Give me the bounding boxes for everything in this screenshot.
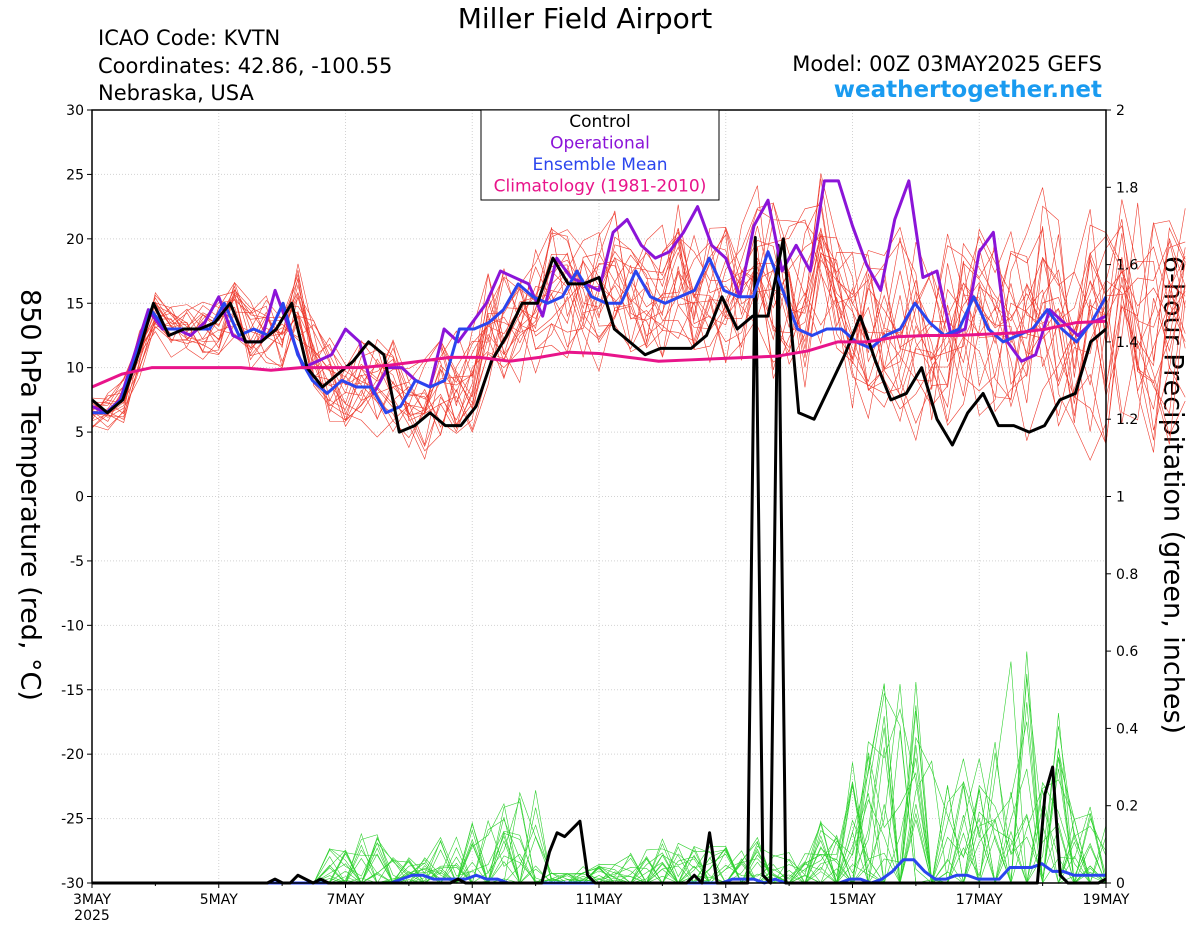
x-tick-label: 3MAY	[73, 892, 111, 908]
model-run: Model: 00Z 03MAY2025 GEFS	[792, 52, 1102, 76]
y-tick-label-left: -5	[70, 554, 84, 570]
y-tick-label-left: -30	[61, 876, 84, 892]
x-tick-label: 15MAY	[829, 892, 876, 908]
x-tick-label: 11MAY	[576, 892, 623, 908]
grid-lines	[91, 109, 1107, 884]
y-tick-label-left: 0	[75, 490, 84, 506]
y-tick-label-right: 1.4	[1116, 335, 1138, 351]
region: Nebraska, USA	[98, 81, 254, 105]
member-temperature-line	[91, 212, 1186, 428]
legend-entry-0: Control	[569, 112, 630, 132]
axes: -30-25-20-15-10-505101520253000.20.40.60…	[61, 103, 1138, 924]
temperature-ensemble-mean-line	[92, 250, 1108, 415]
temperature-control-line	[91, 237, 1107, 447]
legend-entry-2: Ensemble Mean	[532, 155, 667, 175]
y-tick-label-right: 1.8	[1116, 180, 1138, 196]
y-tick-label-right: 0.4	[1116, 721, 1138, 737]
y-tick-label-left: -10	[61, 618, 84, 634]
ensemble-member-temperature-lines	[91, 173, 1186, 461]
member-precip-line	[92, 661, 1107, 884]
y-tick-label-left: -25	[61, 812, 84, 828]
y-tick-label-left: 20	[66, 232, 84, 248]
x-tick-label: 9MAY	[453, 892, 491, 908]
member-temperature-line	[91, 202, 1186, 442]
y-tick-label-left: -15	[61, 683, 84, 699]
member-precip-line	[92, 678, 1106, 885]
y-tick-label-right: 1.2	[1116, 412, 1138, 428]
member-temperature-line	[91, 202, 1186, 460]
site-link[interactable]: weathertogether.net	[833, 77, 1102, 103]
member-temperature-line	[91, 208, 1186, 452]
icao-code: ICAO Code: KVTN	[98, 26, 281, 50]
y-tick-label-right: 1	[1116, 490, 1125, 506]
coordinates: Coordinates: 42.86, -100.55	[98, 54, 393, 78]
y-tick-label-left: 5	[75, 425, 84, 441]
data-series	[91, 179, 1108, 885]
member-temperature-line	[91, 227, 1186, 425]
y-tick-label-left: -20	[61, 747, 84, 763]
y-tick-label-left: 25	[66, 167, 84, 183]
y-tick-label-right: 1.6	[1116, 258, 1138, 274]
y-tick-label-left: 15	[66, 296, 84, 312]
x-tick-label: 7MAY	[326, 892, 364, 908]
member-temperature-line	[91, 199, 1186, 432]
temperature-climatology-line	[91, 319, 1107, 389]
x-tick-label: 19MAY	[1083, 892, 1130, 908]
x-tick-label: 13MAY	[702, 892, 749, 908]
y-tick-label-left: 30	[66, 103, 84, 119]
x-tick-label: 5MAY	[200, 892, 238, 908]
legend-entry-3: Climatology (1981-2010)	[494, 177, 707, 197]
y-tick-label-right: 0.2	[1116, 799, 1138, 815]
y-tick-label-right: 0.6	[1116, 644, 1138, 660]
y-tick-label-right: 2	[1116, 103, 1125, 119]
x-tick-label: 17MAY	[956, 892, 1003, 908]
legend-box	[480, 109, 720, 201]
chart-title: Miller Field Airport	[457, 2, 713, 35]
x-year-label: 2025	[74, 908, 110, 924]
y-tick-label-right: 0.8	[1116, 567, 1138, 583]
legend-entry-1: Operational	[550, 134, 650, 154]
y-tick-label-right: 0	[1116, 876, 1125, 892]
y-tick-label-left: 10	[66, 361, 84, 377]
